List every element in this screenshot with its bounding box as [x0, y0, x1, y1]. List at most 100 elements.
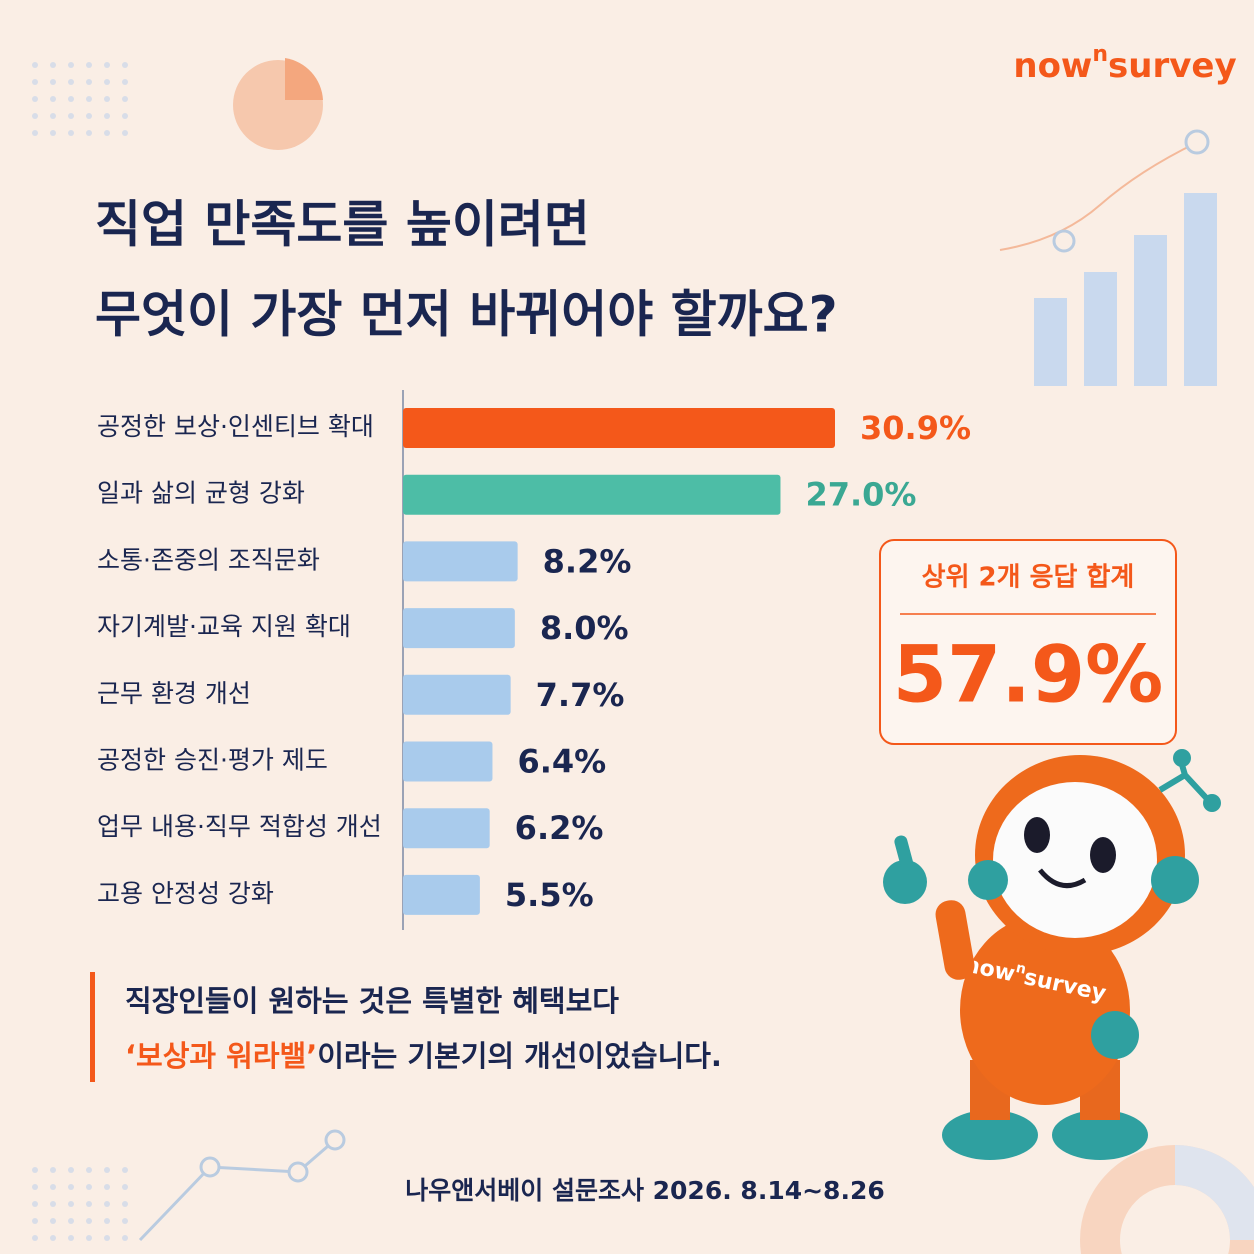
dot	[86, 62, 92, 68]
dot	[104, 130, 110, 136]
dot	[104, 1184, 110, 1190]
category-label: 업무 내용·직무 적합성 개선	[97, 812, 382, 841]
bar	[403, 874, 480, 915]
note-bar	[90, 972, 95, 1082]
bar	[403, 541, 518, 582]
logo-part: survey	[1108, 46, 1237, 86]
chart-title: 직업 만족도를 높이려면	[95, 196, 590, 254]
dot	[68, 1167, 74, 1173]
logo-part: n	[1014, 960, 1027, 978]
dot	[68, 62, 74, 68]
dot	[50, 96, 56, 102]
category-label: 근무 환경 개선	[97, 679, 251, 708]
dot	[122, 1235, 128, 1241]
dot	[32, 130, 38, 136]
value-label: 8.0%	[540, 609, 629, 647]
line-icon	[138, 1129, 346, 1242]
note-text: 이라는 기본기의 개선이었습니다.	[317, 1039, 722, 1073]
dot	[86, 79, 92, 85]
value-label: 7.7%	[536, 676, 625, 714]
mascot: nownsurvey	[883, 749, 1221, 1160]
dot	[86, 1218, 92, 1224]
dot	[68, 1201, 74, 1207]
callout-value: 57.9%	[893, 630, 1164, 720]
dot	[32, 1201, 38, 1207]
note-line: 직장인들이 원하는 것은 특별한 혜택보다	[125, 984, 619, 1018]
dot	[104, 1235, 110, 1241]
dot	[50, 130, 56, 136]
logo-part: n	[1092, 42, 1108, 67]
dot	[104, 1167, 110, 1173]
pie-icon	[233, 58, 323, 150]
dot	[122, 79, 128, 85]
category-label: 일과 삶의 균형 강화	[97, 479, 305, 508]
dot	[32, 1235, 38, 1241]
dot	[68, 96, 74, 102]
dot	[86, 1167, 92, 1173]
dot	[86, 96, 92, 102]
bar	[403, 674, 511, 715]
dot	[50, 1167, 56, 1173]
category-label: 고용 안정성 강화	[97, 879, 274, 908]
dot	[68, 79, 74, 85]
dot	[86, 130, 92, 136]
dot	[122, 1184, 128, 1190]
dot	[32, 1218, 38, 1224]
dot	[50, 1218, 56, 1224]
logo: nownsurvey	[1013, 42, 1236, 86]
dot	[32, 1167, 38, 1173]
dot	[122, 1167, 128, 1173]
dot	[104, 113, 110, 119]
dot	[50, 62, 56, 68]
dot	[122, 130, 128, 136]
dot	[68, 1184, 74, 1190]
donut-icon	[1080, 1145, 1254, 1254]
bar	[403, 741, 493, 782]
value-label: 5.5%	[505, 876, 594, 914]
dot	[32, 113, 38, 119]
dot	[50, 1201, 56, 1207]
chart-title: 무엇이 가장 먼저 바뀌어야 할까요?	[95, 286, 838, 344]
dots	[32, 62, 128, 1241]
dot	[86, 1184, 92, 1190]
dot	[50, 79, 56, 85]
bar	[403, 608, 515, 649]
value-label: 6.4%	[517, 743, 606, 781]
dot	[104, 96, 110, 102]
dot	[122, 96, 128, 102]
dot	[68, 113, 74, 119]
dot	[32, 1184, 38, 1190]
bars: 공정한 보상·인센티브 확대 30.9% 일과 삶의 균형 강화 27.0% 소통·존중…	[97, 408, 971, 915]
dot	[122, 1201, 128, 1207]
dot	[68, 1218, 74, 1224]
bar	[403, 474, 781, 515]
dot	[68, 130, 74, 136]
dot	[32, 96, 38, 102]
dot	[50, 1184, 56, 1190]
dot	[104, 1201, 110, 1207]
note-highlight: ‘보상과 워라밸’	[125, 1039, 317, 1073]
logo-part: now	[1013, 46, 1092, 86]
value-label: 8.2%	[543, 542, 632, 580]
category-label: 공정한 보상·인센티브 확대	[97, 412, 374, 441]
bar	[403, 408, 835, 448]
dot	[32, 79, 38, 85]
note-line: ‘보상과 워라밸’이라는 기본기의 개선이었습니다.	[125, 1039, 722, 1073]
dot	[68, 1235, 74, 1241]
value-label: 27.0%	[805, 476, 916, 514]
dot	[86, 1235, 92, 1241]
dot	[50, 1235, 56, 1241]
dot	[86, 113, 92, 119]
dot	[104, 79, 110, 85]
category-label: 소통·존중의 조직문화	[97, 545, 320, 574]
dot	[122, 113, 128, 119]
source: 나우앤서베이 설문조사 2026. 8.14~8.26	[405, 1176, 885, 1205]
dot	[122, 1218, 128, 1224]
callout: 상위 2개 응답 합계 57.9%	[879, 539, 1177, 745]
dot	[122, 62, 128, 68]
dot	[104, 62, 110, 68]
value-label: 6.2%	[515, 809, 604, 847]
dot	[104, 1218, 110, 1224]
dot	[32, 62, 38, 68]
